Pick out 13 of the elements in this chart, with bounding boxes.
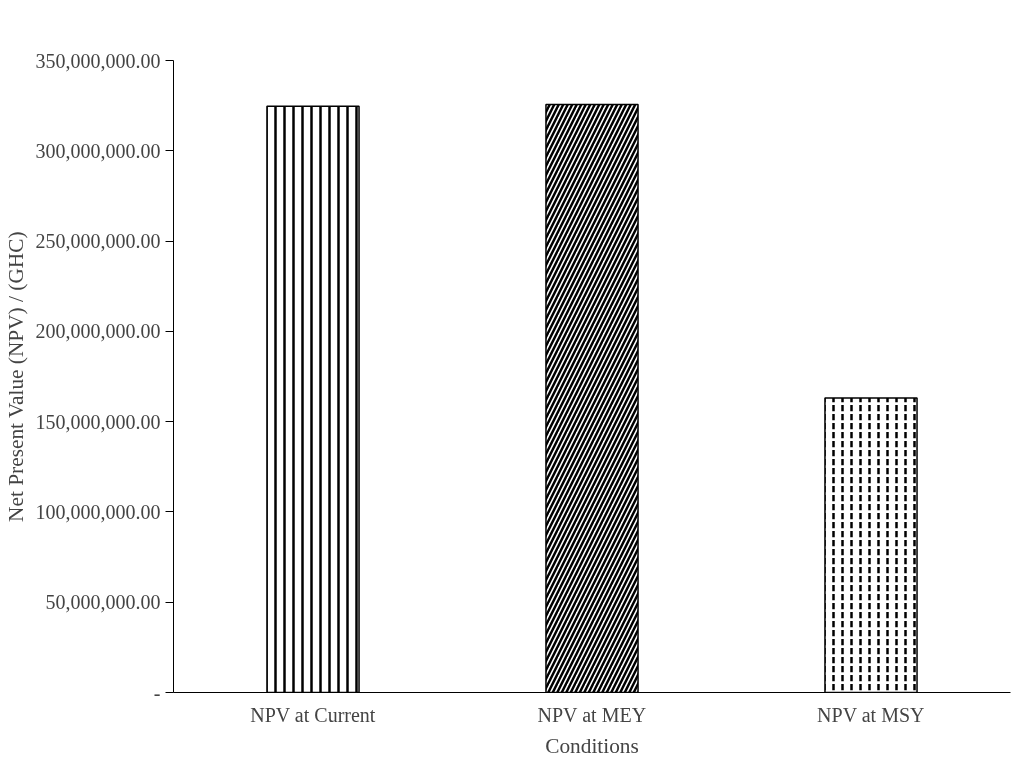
y-tick-label: 300,000,000.00 (35, 139, 161, 162)
y-tick-label: 100,000,000.00 (35, 500, 161, 523)
x-tick-label: NPV at MEY (537, 703, 647, 726)
y-axis-title: Net Present Value (NPV) / (GHC) (3, 231, 28, 522)
x-tick-label: NPV at MSY (817, 703, 925, 726)
x-axis-title: Conditions (545, 733, 639, 758)
y-tick-label: 200,000,000.00 (35, 320, 161, 343)
y-tick-label: 50,000,000.00 (45, 591, 161, 614)
y-tick-label: 150,000,000.00 (35, 410, 161, 433)
y-tick-label: - (153, 681, 161, 704)
x-tick-label: NPV at Current (250, 703, 376, 726)
y-tick-label: 250,000,000.00 (35, 230, 161, 253)
y-tick-label: 350,000,000.00 (35, 49, 161, 72)
